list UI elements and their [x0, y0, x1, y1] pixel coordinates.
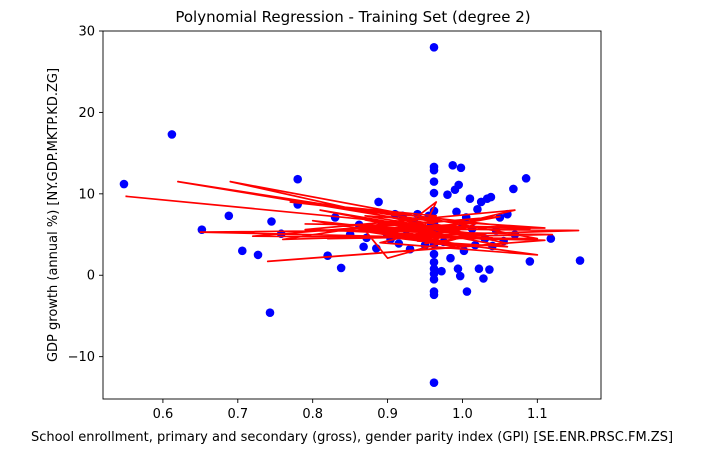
data-point: [453, 264, 463, 274]
data-point: [455, 271, 465, 281]
data-point: [456, 163, 466, 173]
data-point: [429, 188, 439, 198]
x-tick-label: 0.7: [227, 407, 248, 422]
plot-area: [119, 42, 585, 388]
data-point: [330, 213, 340, 222]
data-point: [429, 249, 439, 259]
data-point: [374, 197, 383, 207]
data-point: [474, 264, 484, 274]
data-point: [429, 290, 439, 300]
data-point: [167, 130, 177, 139]
data-point: [521, 174, 531, 183]
data-point: [429, 177, 439, 186]
data-point: [525, 257, 535, 266]
x-tick-label: 0.6: [153, 407, 174, 422]
y-tick-label: 30: [78, 25, 95, 40]
data-point: [448, 161, 458, 170]
y-axis-title: GDP growth (annual %) [NY.GDP.MKTP.KD.ZG…: [46, 68, 61, 362]
data-point: [429, 275, 439, 284]
data-point: [454, 180, 464, 190]
data-point: [359, 242, 368, 252]
data-point: [429, 257, 439, 267]
data-point: [446, 253, 455, 263]
data-point: [509, 184, 518, 194]
x-tick-label: 1.0: [452, 407, 473, 422]
chart-title: Polynomial Regression - Training Set (de…: [175, 8, 530, 26]
data-point: [237, 246, 247, 256]
data-point: [443, 190, 452, 199]
data-point: [224, 211, 234, 221]
data-point: [119, 179, 129, 189]
data-point: [437, 266, 446, 276]
x-tick-label: 0.9: [377, 407, 398, 422]
y-tick-label: 0: [87, 269, 95, 284]
y-tick-label: 10: [78, 187, 95, 202]
y-tick-label: 20: [78, 106, 95, 121]
data-point: [253, 250, 263, 260]
regression-line: [125, 180, 580, 263]
data-point: [265, 308, 275, 318]
x-axis-title: School enrollment, primary and secondary…: [31, 430, 673, 445]
x-tick-label: 1.1: [527, 407, 548, 422]
y-tick-label: −10: [68, 350, 95, 365]
data-point: [575, 256, 585, 265]
data-point: [293, 174, 303, 184]
x-tick-label: 0.8: [302, 407, 323, 422]
data-point: [429, 42, 439, 52]
data-point: [429, 165, 439, 175]
data-point: [462, 287, 472, 296]
data-point: [323, 251, 332, 261]
data-point: [479, 274, 488, 283]
data-point: [452, 207, 461, 217]
data-point: [546, 234, 556, 243]
data-point: [485, 265, 494, 274]
axes: 0.6 0.7 0.8 0.9 1.0 1.1 −10 0 10 20 30: [68, 25, 602, 422]
plot-frame: [102, 30, 602, 400]
data-point: [465, 194, 475, 204]
data-point: [336, 263, 346, 273]
data-point: [486, 192, 496, 202]
data-point: [429, 378, 439, 388]
data-point: [473, 205, 482, 214]
data-point: [267, 217, 276, 226]
